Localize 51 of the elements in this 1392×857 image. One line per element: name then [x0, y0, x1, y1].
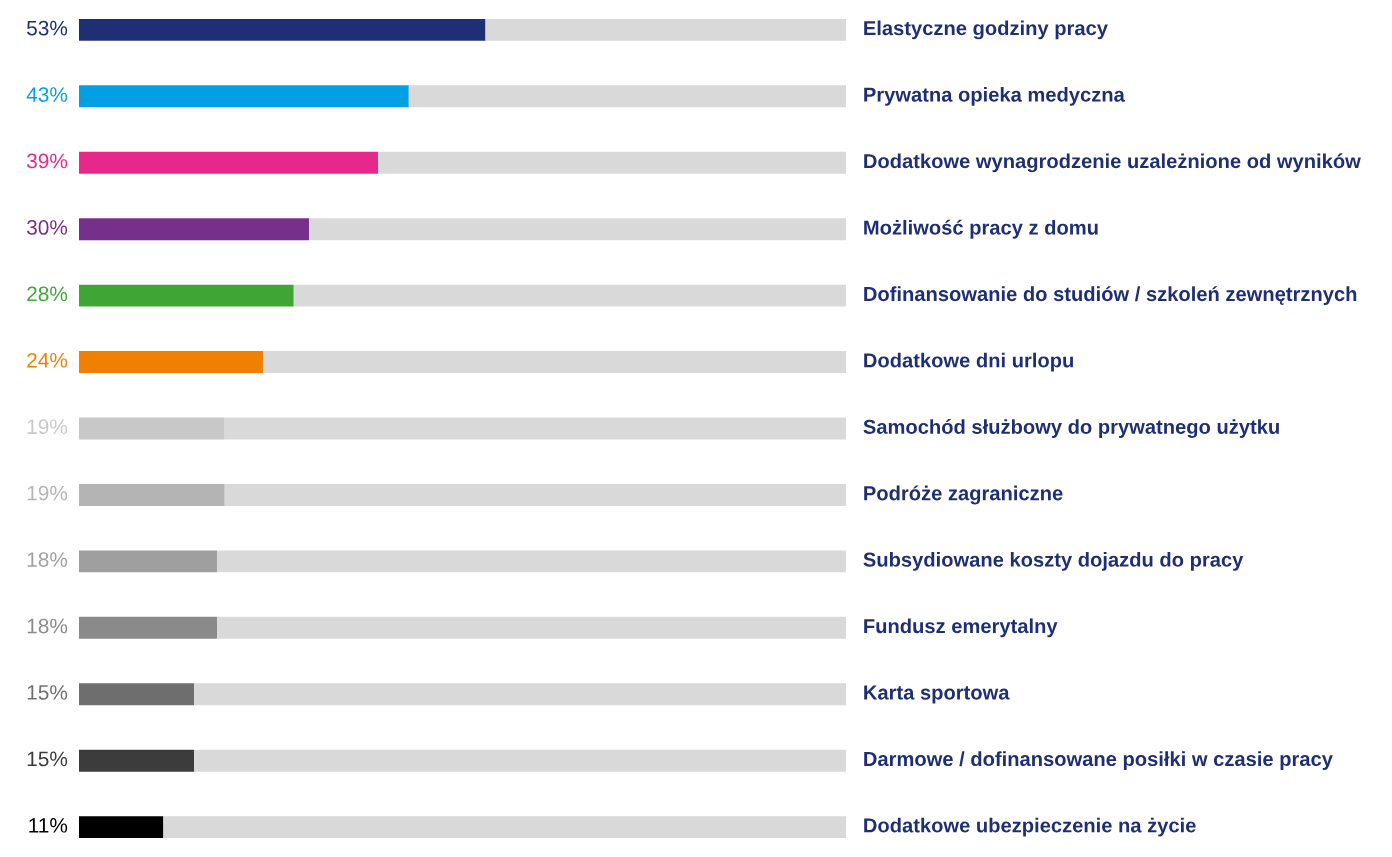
bar: [79, 749, 195, 772]
y-tick-label: Możliwość pracy z domu: [864, 219, 1098, 239]
bar: [163, 816, 846, 839]
bar: [79, 218, 310, 241]
y-tick-label: Fundusz emerytalny: [864, 618, 1058, 638]
bar: [217, 550, 846, 573]
y-tick-label: Darmowe / dofinansowane posiłki w czasie pracy: [864, 751, 1333, 771]
y-tick-label: Dodatkowe ubezpieczenie na życie: [864, 817, 1196, 837]
data-label: 15%: [27, 751, 68, 767]
data-label: 39%: [26, 153, 68, 169]
data-label: 11%: [29, 818, 68, 833]
data-label: 28%: [27, 286, 68, 302]
data-label: 30%: [26, 220, 68, 235]
y-tick-label: Dodatkowe dni urlopu: [864, 352, 1073, 372]
y-tick-label: Dofinansowanie do studiów / szkoleń zewnętrznych: [864, 286, 1357, 306]
y-tick-label: Podróże zagraniczne: [864, 485, 1063, 505]
bar: [79, 18, 486, 41]
y-tick-label: Dodatkowe wynagrodzenie uzależnione od wyników: [864, 153, 1361, 173]
bar: [224, 483, 846, 506]
y-tick-label: Prywatna opieka medyczna: [864, 86, 1125, 106]
data-label: 19%: [27, 485, 68, 501]
bar: [79, 683, 195, 706]
bar: [293, 284, 846, 307]
bar: [79, 616, 218, 639]
bar: [485, 18, 846, 41]
bar: [408, 85, 846, 108]
bar: [224, 417, 846, 440]
bar: [217, 616, 846, 639]
bar: [79, 284, 294, 307]
y-tick-label: Karta sportowa: [864, 685, 1010, 704]
bar: [79, 816, 164, 839]
data-label: 53%: [27, 20, 68, 36]
data-label: 15%: [27, 685, 68, 700]
y-tick-label: Samochód służbowy do prywatnego użytku: [863, 418, 1279, 439]
y-tick-label: Subsydiowane koszty dojazdu do pracy: [863, 551, 1244, 571]
data-label: 18%: [27, 618, 68, 634]
bar: [79, 483, 225, 506]
data-label: 18%: [27, 552, 68, 567]
bar: [79, 417, 225, 440]
data-label: 43%: [26, 87, 68, 102]
data-label: 24%: [27, 352, 68, 368]
y-tick-label: Elastyczne godziny pracy: [864, 20, 1108, 40]
bar: [79, 85, 409, 108]
bar: [79, 151, 379, 174]
bar: [309, 218, 846, 241]
bar: [79, 550, 218, 573]
bar: [194, 749, 846, 772]
bar: [79, 351, 264, 374]
bar: [263, 351, 846, 374]
bar: [194, 683, 846, 706]
bar: [378, 151, 846, 174]
